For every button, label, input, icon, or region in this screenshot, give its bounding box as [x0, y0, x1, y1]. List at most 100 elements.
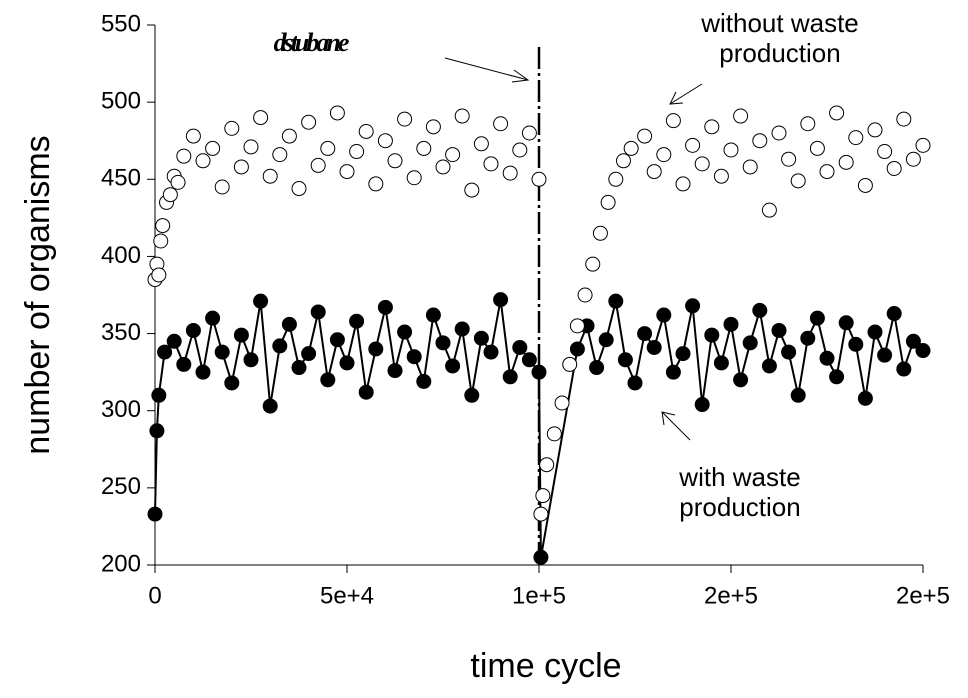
point: [905, 333, 921, 349]
point: [205, 140, 221, 156]
point: [397, 111, 413, 127]
point: [704, 119, 720, 135]
point: [195, 364, 211, 380]
point: [454, 321, 470, 337]
point: [535, 488, 551, 504]
point: [915, 343, 931, 359]
y-tick-label: 250: [101, 473, 141, 500]
point: [349, 313, 365, 329]
point: [752, 133, 768, 149]
point: [838, 154, 854, 170]
point: [761, 358, 777, 374]
point: [493, 116, 509, 132]
point: [733, 108, 749, 124]
point: [377, 133, 393, 149]
point: [713, 168, 729, 184]
point: [723, 316, 739, 332]
point: [877, 347, 893, 363]
point: [742, 159, 758, 175]
point: [790, 387, 806, 403]
point: [665, 113, 681, 129]
point: [800, 330, 816, 346]
point: [848, 336, 864, 352]
point: [502, 165, 518, 181]
point: [310, 304, 326, 320]
point: [262, 168, 278, 184]
point: [157, 344, 173, 360]
arrow: [669, 83, 703, 105]
point: [233, 159, 249, 175]
point: [176, 148, 192, 164]
point: [329, 105, 345, 121]
point: [243, 139, 259, 155]
point: [592, 225, 608, 241]
point: [464, 387, 480, 403]
point: [473, 330, 489, 346]
point: [838, 315, 854, 331]
point: [600, 194, 616, 210]
point: [320, 372, 336, 388]
point: [627, 375, 643, 391]
point: [368, 341, 384, 357]
point: [569, 318, 585, 334]
arrow-head: [669, 91, 684, 105]
point: [301, 114, 317, 130]
point: [387, 363, 403, 379]
point: [781, 151, 797, 167]
point: [562, 356, 578, 372]
y-tick-label: 550: [101, 10, 141, 37]
point: [435, 335, 451, 351]
point: [577, 287, 593, 303]
point: [867, 324, 883, 340]
point: [272, 338, 288, 354]
point: [406, 349, 422, 365]
point: [829, 369, 845, 385]
point: [694, 156, 710, 172]
point: [704, 327, 720, 343]
point: [723, 142, 739, 158]
point: [646, 339, 662, 355]
point: [483, 156, 499, 172]
point: [733, 372, 749, 388]
point: [905, 151, 921, 167]
point: [310, 157, 326, 173]
point: [867, 122, 883, 138]
point: [617, 352, 633, 368]
x-tick-label: 0: [148, 582, 161, 609]
point: [771, 125, 787, 141]
point: [406, 170, 422, 186]
point: [675, 346, 691, 362]
point: [685, 298, 701, 314]
point: [656, 307, 672, 323]
point: [809, 140, 825, 156]
point: [329, 332, 345, 348]
point: [153, 233, 169, 249]
arrow-head: [661, 411, 676, 426]
point: [857, 390, 873, 406]
point: [819, 350, 835, 366]
x-tick-label: 5e+4: [320, 582, 374, 609]
point: [848, 130, 864, 146]
point: [781, 344, 797, 360]
point: [358, 123, 374, 139]
arrow: [444, 57, 529, 81]
point: [829, 105, 845, 121]
x-tick-label: 1e+5: [512, 582, 566, 609]
point: [512, 339, 528, 355]
x-tick-label: 2e+5: [896, 582, 950, 609]
point: [377, 299, 393, 315]
point: [291, 181, 307, 197]
point: [397, 324, 413, 340]
point: [694, 397, 710, 413]
point: [339, 355, 355, 371]
point: [170, 174, 186, 190]
point: [585, 256, 601, 272]
point: [147, 506, 163, 522]
point: [819, 164, 835, 180]
point: [546, 426, 562, 442]
point: [608, 171, 624, 187]
point: [886, 160, 902, 176]
point: [425, 307, 441, 323]
